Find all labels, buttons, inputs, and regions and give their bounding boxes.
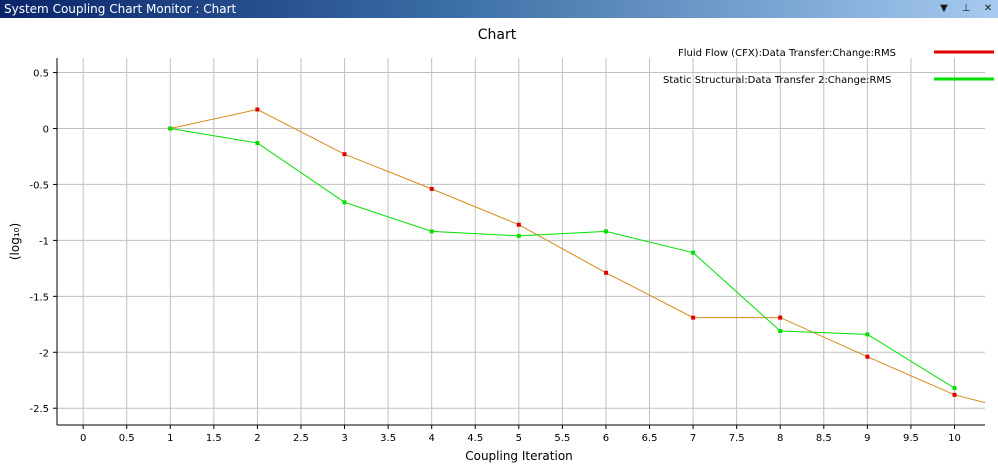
series-1-point — [516, 222, 521, 227]
x-tick-label: 7.5 — [729, 433, 745, 444]
chart: Chart 0 0.5 1 1.5 2 2.5 3 3.5 4 4.5 5 5.5 6 6.5 7 7.5 8 8.… — [8, 27, 994, 463]
x-tick-label: 0 — [80, 433, 86, 444]
x-axis-title: Coupling Iteration — [465, 449, 573, 463]
series-2-point — [778, 329, 783, 333]
series-2-point — [168, 126, 173, 131]
chart-title: Chart — [478, 27, 517, 43]
x-tick-label: 2 — [254, 433, 260, 444]
y-tick-label: -0.5 — [29, 180, 49, 191]
series-1-point — [865, 354, 870, 359]
series-2-point — [952, 386, 957, 391]
close-icon[interactable]: ✕ — [983, 3, 993, 14]
window-controls: ▼ ⊥ ✕ — [938, 0, 994, 18]
x-tick-label: 5.5 — [554, 433, 570, 444]
series-1-point — [429, 186, 434, 191]
x-tick-label: 4.5 — [467, 433, 483, 444]
legend-label-2: Static Structural:Data Transfer 2:Change… — [663, 75, 891, 86]
x-tick-label: 4 — [428, 433, 434, 444]
series-1-point — [255, 107, 260, 112]
series-2-point — [865, 332, 870, 337]
y-tick-label: -1 — [39, 236, 49, 247]
y-tick-label: -1.5 — [29, 292, 49, 303]
series-1-point — [342, 152, 347, 157]
series-1-line — [170, 108, 986, 404]
x-tick-label: 8.5 — [816, 433, 832, 444]
x-tick-label: 6 — [603, 433, 609, 444]
y-tick-label: 0.5 — [33, 69, 49, 80]
series-2-point — [342, 200, 347, 205]
series-1-point — [691, 315, 696, 320]
series-1-point — [778, 315, 783, 320]
x-tick-label: 1 — [167, 433, 173, 444]
x-tick-label: 1.5 — [206, 433, 222, 444]
series-1-point — [952, 392, 957, 397]
pin-icon[interactable]: ⊥ — [961, 3, 971, 14]
window-title: System Coupling Chart Monitor : Chart — [4, 2, 237, 16]
window-titlebar: System Coupling Chart Monitor : Chart ▼ … — [0, 0, 998, 18]
x-tick-label: 8 — [777, 433, 783, 444]
series-2-point — [604, 229, 608, 234]
series-1-point — [604, 270, 608, 275]
x-tick-label: 10 — [948, 433, 961, 444]
menu-dropdown-icon[interactable]: ▼ — [940, 3, 948, 14]
series-2-point — [516, 233, 521, 238]
x-tick-label: 3.5 — [380, 433, 396, 444]
x-tick-label: 3 — [341, 433, 347, 444]
x-tick-label: 0.5 — [119, 433, 135, 444]
x-tick-label: 5 — [516, 433, 522, 444]
series-2-line — [170, 128, 955, 389]
series-2-point — [691, 250, 696, 255]
y-axis-title: (log₁₀) — [8, 223, 22, 260]
legend-label-1: Fluid Flow (CFX):Data Transfer:Change:RM… — [678, 48, 896, 59]
x-tick-label: 6.5 — [642, 433, 658, 444]
y-tick-label: 0 — [43, 124, 49, 135]
series-2-point — [429, 229, 434, 234]
y-tick-label: -2 — [39, 348, 49, 359]
x-tick-label: 9.5 — [903, 433, 919, 444]
y-tick-label: -2.5 — [29, 404, 49, 415]
x-tick-label: 7 — [690, 433, 696, 444]
x-tick-label: 9 — [864, 433, 870, 444]
series-2-point — [255, 141, 260, 145]
x-tick-label: 2.5 — [293, 433, 309, 444]
